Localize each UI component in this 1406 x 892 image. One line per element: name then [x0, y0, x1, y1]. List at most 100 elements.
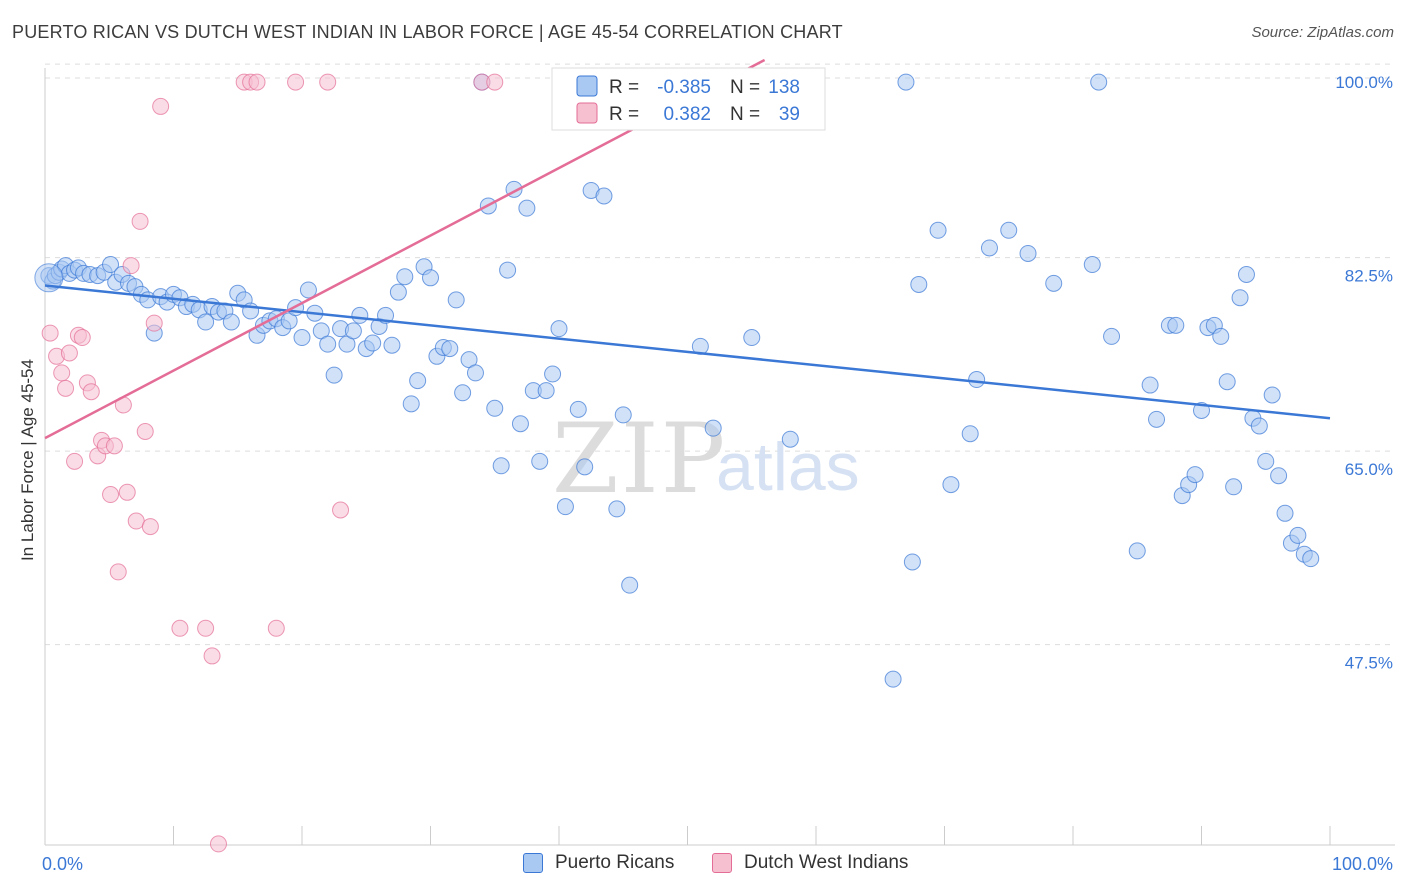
y-tick-label-3: 47.5%: [1345, 654, 1393, 673]
puerto-rican-point-111: [1103, 327, 1121, 345]
dutch-west-indian-point-5: [66, 452, 84, 470]
puerto-rican-point-44: [299, 281, 317, 299]
puerto-rican-point-129: [1250, 417, 1268, 435]
puerto-rican-point-66: [441, 340, 459, 358]
puerto-rican-point-89: [608, 500, 626, 518]
puerto-rican-point-104: [968, 371, 986, 389]
puerto-rican-point-13: [102, 256, 120, 274]
puerto-rican-point-131: [1263, 386, 1281, 404]
puerto-rican-point-116: [1167, 316, 1185, 334]
dutch-west-indian-point-34: [319, 73, 337, 91]
puerto-rican-point-91: [621, 576, 639, 594]
y-tick-label-0: 100.0%: [1335, 73, 1393, 92]
puerto-rican-point-109: [1083, 256, 1101, 274]
dutch-west-indian-point-18: [122, 257, 140, 275]
puerto-ricans-points: [34, 73, 1320, 688]
dutch-west-indian-point-26: [197, 619, 215, 637]
puerto-rican-point-98: [897, 73, 915, 91]
legend-swatch-0: [576, 75, 598, 97]
axes: [44, 68, 1395, 846]
dutch-west-indian-point-23: [145, 314, 163, 332]
puerto-rican-point-95: [743, 329, 761, 347]
dutch-west-indian-point-27: [203, 647, 221, 665]
legend-item-dutch-west-indians[interactable]: Dutch West Indians: [712, 852, 908, 874]
puerto-rican-point-127: [1237, 265, 1255, 283]
legend-n-value-0: 138: [768, 77, 800, 98]
legend-item-puerto-ricans[interactable]: Puerto Ricans: [523, 852, 674, 874]
puerto-rican-point-78: [518, 199, 536, 217]
puerto-rican-point-110: [1090, 73, 1108, 91]
legend-n-value-1: 39: [779, 104, 800, 125]
puerto-rican-point-101: [929, 221, 947, 239]
puerto-rican-point-114: [1148, 410, 1166, 428]
puerto-rican-point-86: [576, 458, 594, 476]
dutch-west-indian-point-4: [60, 344, 78, 362]
puerto-rican-point-47: [319, 335, 337, 353]
puerto-ricans-trend-line: [44, 284, 1331, 420]
puerto-rican-point-43: [293, 329, 311, 347]
puerto-rican-point-113: [1141, 376, 1159, 394]
puerto-rican-point-67: [447, 291, 465, 309]
puerto-rican-point-103: [961, 425, 979, 443]
tick-labels: 100.0% 82.5% 65.0% 47.5% 0.0% 100.0%: [42, 73, 1393, 874]
legend-r-value-0: -0.385: [657, 77, 711, 98]
puerto-rican-point-133: [1276, 504, 1294, 522]
puerto-rican-point-51: [344, 322, 362, 340]
puerto-rican-point-48: [325, 366, 343, 384]
dutch-west-indian-point-17: [118, 483, 136, 501]
puerto-rican-point-106: [1000, 221, 1018, 239]
puerto-rican-point-58: [389, 283, 407, 301]
puerto-rican-point-119: [1186, 466, 1204, 484]
puerto-rican-point-137: [1302, 550, 1320, 568]
dutch-west-indian-point-14: [105, 437, 123, 455]
dutch-west-indian-point-19: [127, 512, 145, 530]
puerto-rican-point-77: [511, 415, 529, 433]
puerto-rican-point-108: [1045, 274, 1063, 292]
puerto-rican-point-100: [910, 275, 928, 293]
dutch-west-indian-point-32: [267, 619, 285, 637]
legend-r-label-1: R =: [609, 104, 639, 125]
source-note: Source: ZipAtlas.com: [1251, 24, 1394, 41]
puerto-rican-point-81: [537, 382, 555, 400]
legend-n-label-1: N =: [730, 104, 760, 125]
puerto-rican-cluster-point: [34, 263, 64, 293]
puerto-rican-point-112: [1128, 542, 1146, 560]
puerto-rican-point-63: [422, 269, 439, 287]
bottom-legend: Puerto Ricans Dutch West Indians: [0, 852, 1406, 880]
legend: R = -0.385 N = 138 R = 0.382 N = 39: [551, 67, 826, 131]
dutch-west-indian-point-25: [171, 619, 189, 637]
puerto-rican-point-85: [569, 400, 587, 418]
puerto-rican-point-80: [531, 452, 549, 470]
puerto-rican-point-74: [492, 457, 510, 475]
puerto-rican-point-68: [454, 384, 472, 402]
dutch-west-indian-point-31: [248, 73, 266, 91]
dutch-west-indian-point-3: [57, 379, 75, 397]
dutch-west-indian-point-37: [486, 73, 504, 91]
puerto-rican-point-84: [556, 498, 574, 516]
puerto-rican-point-130: [1257, 452, 1275, 470]
puerto-rican-point-57: [383, 336, 401, 354]
dutch-west-indian-point-20: [131, 212, 149, 230]
puerto-rican-point-97: [884, 670, 902, 688]
puerto-rican-point-132: [1270, 467, 1288, 485]
puerto-rican-point-123: [1212, 327, 1230, 345]
x-tick-label-1: 100.0%: [1332, 854, 1393, 874]
chart-title: PUERTO RICAN VS DUTCH WEST INDIAN IN LAB…: [12, 22, 843, 42]
dutch-west-indian-point-22: [141, 518, 159, 536]
puerto-rican-point-124: [1218, 373, 1236, 391]
puerto-rican-point-70: [466, 364, 484, 382]
puerto-rican-point-125: [1225, 478, 1243, 496]
dutch-west-indian-point-33: [287, 73, 305, 91]
puerto-rican-point-54: [364, 334, 382, 352]
puerto-rican-point-90: [614, 406, 632, 424]
puerto-rican-point-96: [781, 430, 799, 448]
dutch-west-indian-point-0: [41, 324, 59, 342]
legend-box: [551, 67, 826, 131]
puerto-rican-point-105: [980, 239, 998, 257]
legend-label-puerto-ricans: Puerto Ricans: [555, 852, 675, 873]
puerto-rican-point-135: [1289, 526, 1307, 544]
legend-r-value-1: 0.382: [663, 104, 711, 125]
legend-n-label-0: N =: [730, 77, 760, 98]
